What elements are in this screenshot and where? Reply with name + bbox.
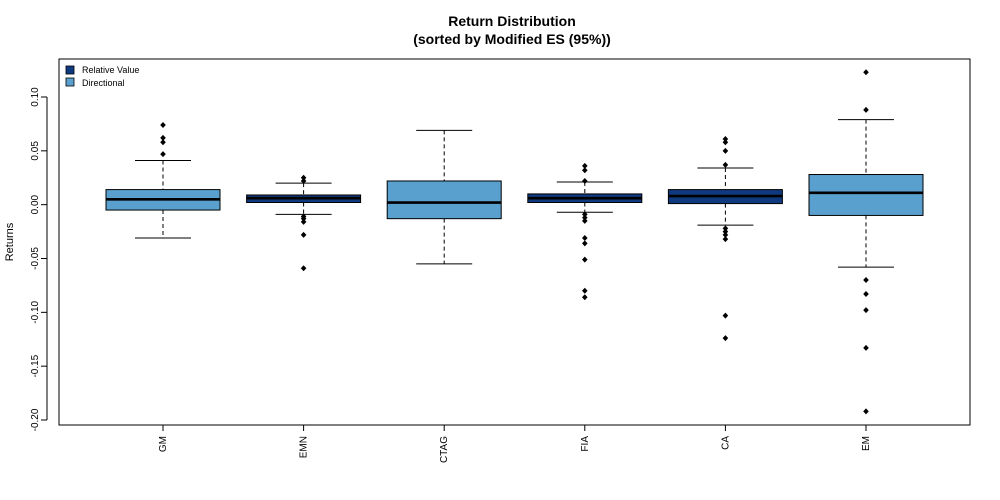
outlier-point [863, 106, 869, 113]
y-tick-label: -0.20 [30, 408, 41, 431]
outlier-point [863, 291, 869, 298]
legend-swatch-relative-value [65, 65, 75, 75]
outlier-point [582, 217, 588, 224]
plot-frame [58, 58, 971, 426]
outlier-point [722, 225, 729, 232]
x-tick-label-fia: FIA [580, 436, 591, 452]
outlier-point [160, 139, 166, 146]
outlier-point [160, 121, 166, 128]
outlier-point [300, 231, 307, 238]
outlier-point [863, 277, 869, 284]
legend-label-directional: Directional [82, 78, 125, 88]
legend: Relative Value Directional [65, 65, 139, 88]
box-ca [667, 135, 783, 342]
outlier-point [300, 265, 307, 272]
outlier-point [300, 218, 307, 225]
outlier-point [722, 147, 729, 154]
outlier-point [863, 408, 869, 415]
outlier-point [582, 214, 588, 221]
outlier-point [582, 240, 588, 247]
outlier-point [722, 135, 729, 142]
outlier-point [722, 231, 729, 238]
x-tick-label-ca: CA [720, 436, 731, 450]
x-tick-label-ctag: CTAG [439, 436, 450, 463]
chart-subtitle: (sorted by Modified ES (95%)) [413, 31, 611, 47]
outlier-point [722, 228, 729, 235]
outlier-point [582, 177, 588, 184]
outlier-point [582, 287, 588, 294]
outlier-point [582, 167, 588, 174]
outlier-point [300, 174, 307, 181]
x-tick-label-emn: EMN [299, 436, 310, 458]
chart-title: Return Distribution [448, 13, 576, 29]
outlier-point [160, 151, 166, 158]
outlier-point [722, 236, 729, 243]
outlier-point [722, 335, 729, 342]
outlier-point [582, 211, 588, 218]
outlier-point [582, 256, 588, 263]
box-em [808, 69, 924, 415]
box-fia [527, 162, 643, 301]
outlier-point [722, 161, 729, 168]
outlier-point [582, 294, 588, 301]
box-ctag [386, 129, 502, 265]
box-body [386, 180, 502, 220]
y-tick-label: -0.15 [30, 354, 41, 377]
y-tick-label: 0.05 [30, 141, 41, 161]
x-tick-label-em: EM [861, 436, 872, 451]
legend-swatch-directional [65, 77, 75, 87]
box-gm [105, 121, 221, 239]
outlier-point [722, 139, 729, 146]
outlier-point [722, 312, 729, 319]
y-axis: 0.10 0.05 0.00 -0.05 -0.10 -0.15 -0.20 [30, 87, 48, 431]
boxes-layer [105, 69, 924, 415]
outlier-point [863, 307, 869, 314]
y-axis-label: Returns [4, 222, 16, 261]
outlier-point [582, 162, 588, 169]
y-tick-label: 0.10 [30, 87, 41, 107]
outlier-point [863, 344, 869, 351]
box-body [808, 174, 924, 216]
y-tick-label: -0.10 [30, 301, 41, 324]
outlier-point [582, 235, 588, 242]
box-emn [246, 174, 362, 272]
outlier-point [160, 134, 166, 141]
x-tick-label-gm: GM [158, 436, 169, 452]
y-tick-label: -0.05 [30, 247, 41, 270]
outlier-point [300, 177, 307, 184]
y-tick-label: 0.00 [30, 194, 41, 214]
x-axis: GM EMN CTAG FIA CA EM [158, 424, 872, 463]
outlier-point [300, 215, 307, 222]
legend-label-relative-value: Relative Value [82, 65, 139, 75]
outlier-point [863, 69, 869, 76]
